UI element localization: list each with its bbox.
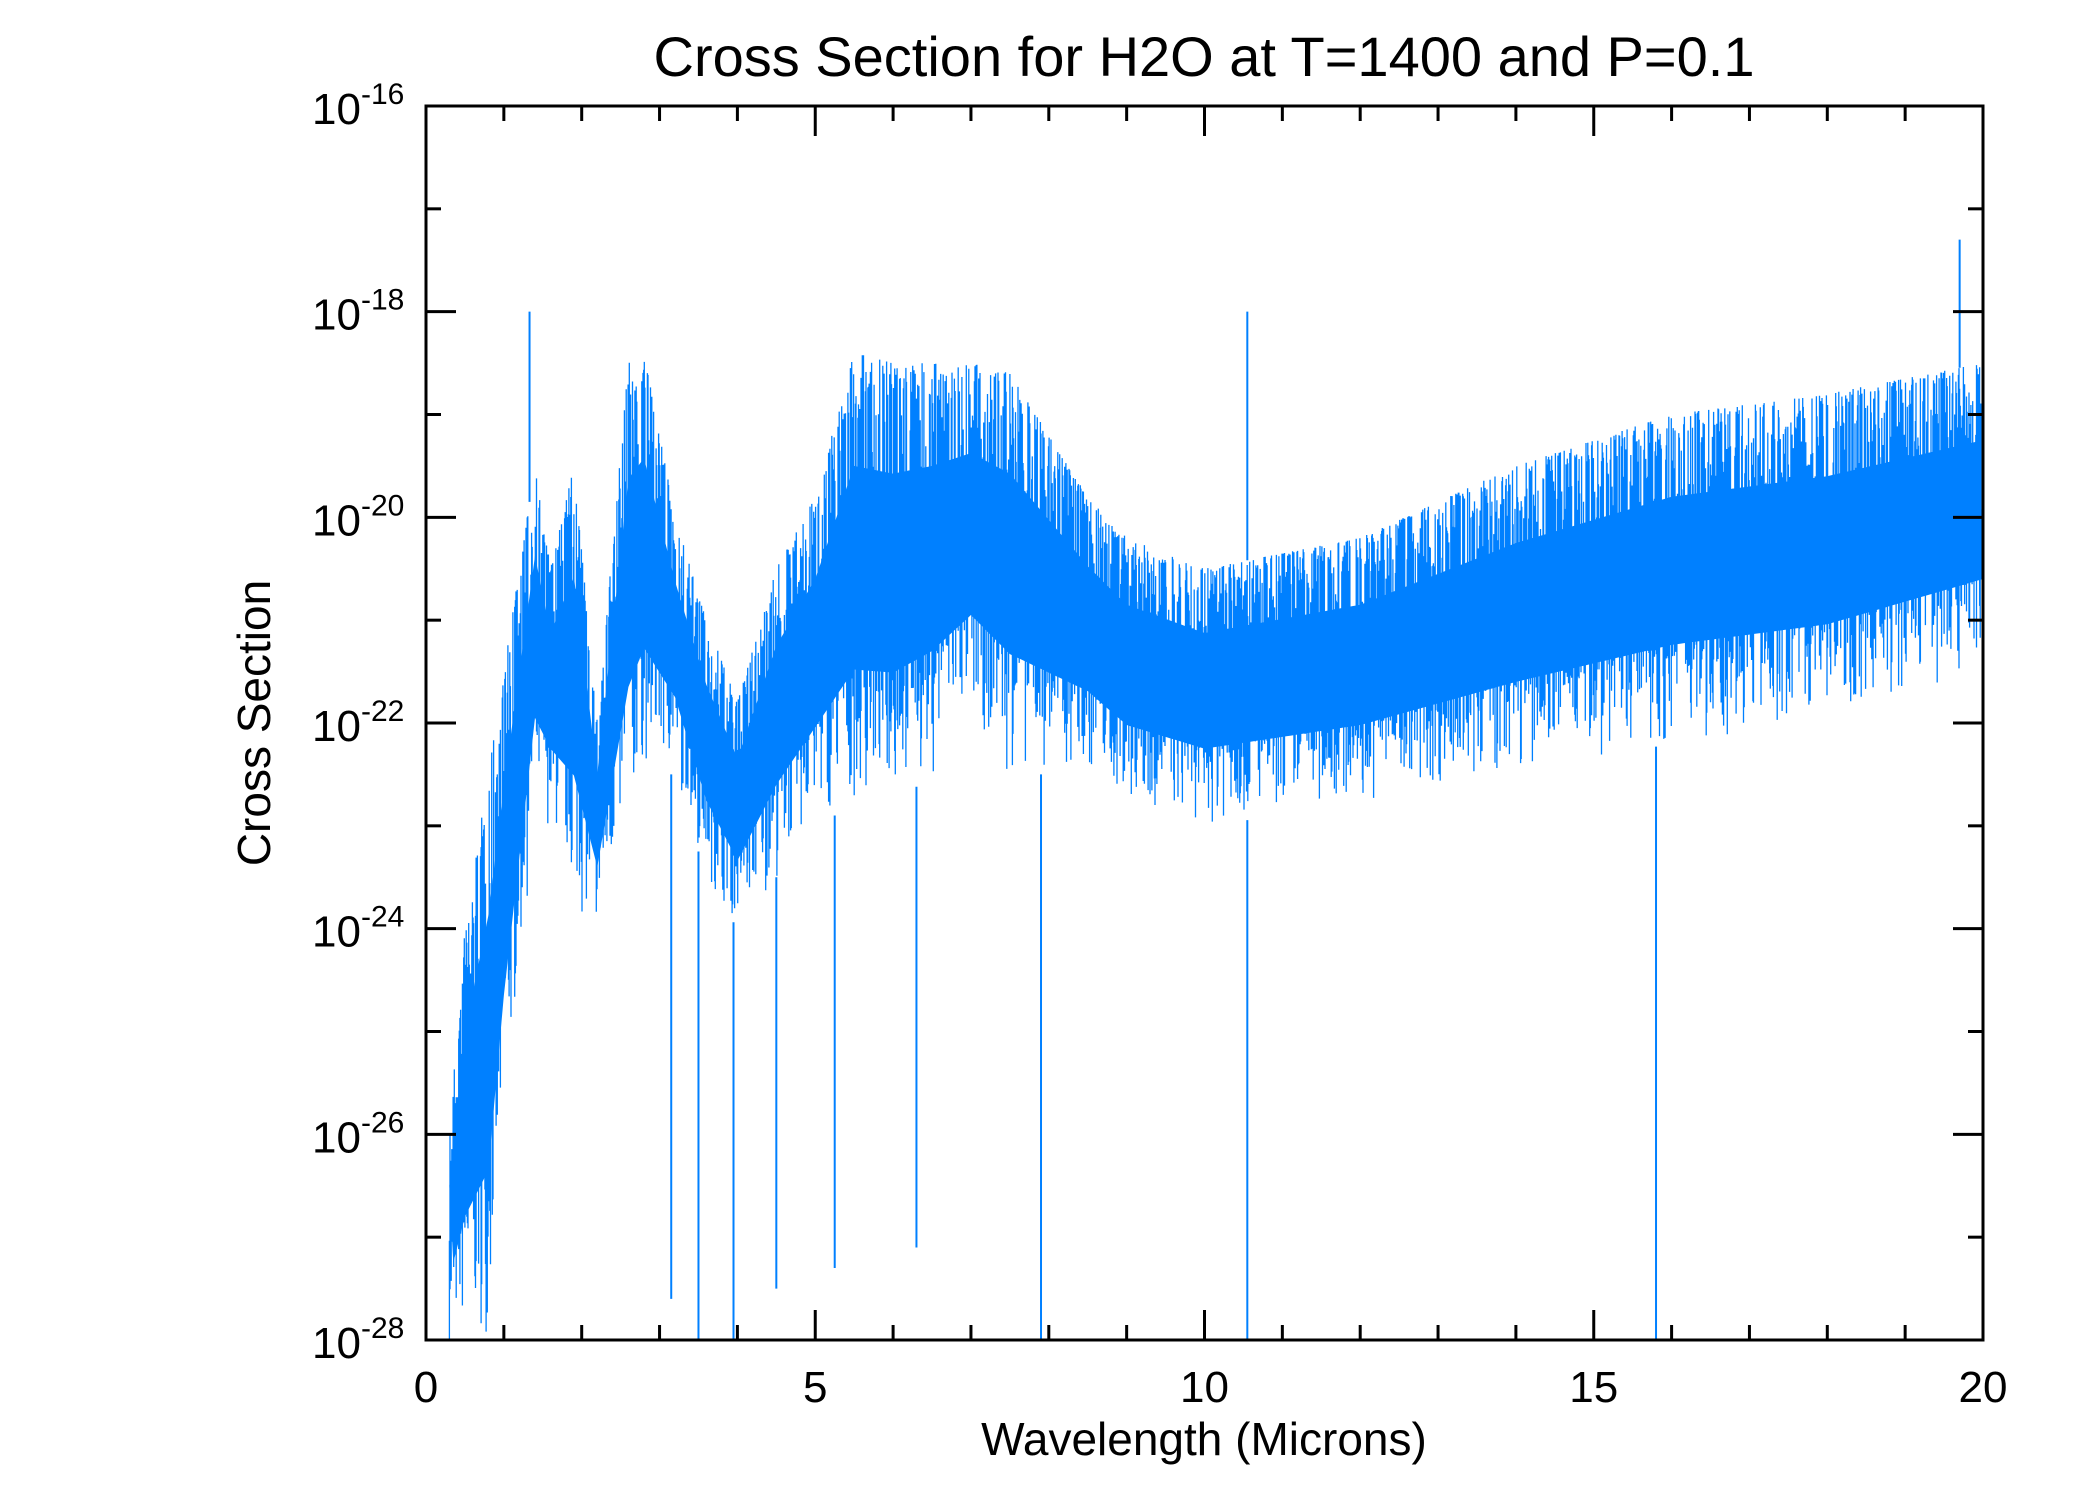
x-tick-label: 20 [1959, 1363, 2008, 1412]
axis-ticks: 0 5 10 15 20 10-16 10-18 10-20 10-22 10-24 10-26 10… [312, 78, 2007, 1412]
data-layer [448, 239, 1984, 1340]
y-tick-label: 10-26 [312, 1106, 404, 1162]
y-tick-label: 10-18 [312, 284, 404, 340]
y-axis-label: Cross Section [228, 580, 280, 866]
y-tick-label: 10-24 [312, 901, 404, 957]
y-tick-label: 10-28 [312, 1312, 404, 1368]
y-tick-label: 10-22 [312, 695, 404, 751]
y-tick-label: 10-20 [312, 489, 404, 545]
x-tick-label: 0 [414, 1363, 438, 1412]
x-tick-label: 15 [1569, 1363, 1618, 1412]
chart-title: Cross Section for H2O at T=1400 and P=0.… [654, 25, 1755, 88]
x-tick-label: 10 [1180, 1363, 1229, 1412]
x-axis-label: Wavelength (Microns) [981, 1413, 1427, 1465]
series-line [448, 355, 1984, 1340]
x-tick-label: 5 [803, 1363, 827, 1412]
y-tick-label: 10-16 [312, 78, 404, 134]
